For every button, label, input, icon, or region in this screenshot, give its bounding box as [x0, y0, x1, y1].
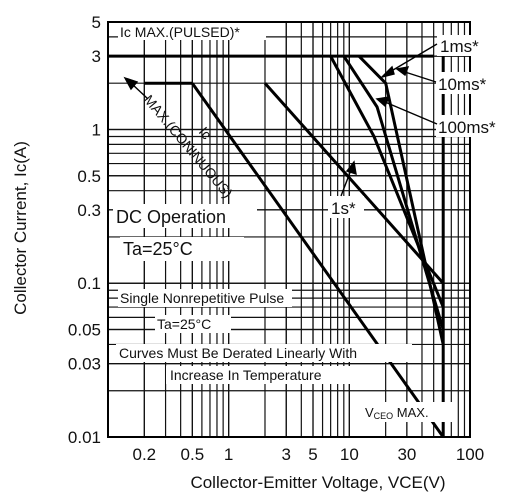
derate1-bg — [116, 344, 412, 362]
x-tick-label: 30 — [397, 445, 416, 464]
ta2-label: Ta=25°C — [157, 316, 211, 332]
ms1-label-bg — [437, 35, 499, 56]
arrow-s1-head — [345, 160, 357, 176]
vceo-sub: CEO — [374, 411, 394, 421]
arrow-ms100-head — [375, 96, 391, 108]
y-tick-label: 3 — [92, 47, 101, 66]
derate2-bg — [166, 366, 358, 384]
arrow-ms10 — [404, 71, 437, 83]
x-tick-label: 100 — [456, 445, 484, 464]
pulsed-label: Ic MAX.(PULSED)* — [120, 24, 240, 40]
arrow-ms1-head — [379, 65, 395, 79]
y-tick-label: 0.1 — [77, 274, 101, 293]
vceo-max: MAX. — [393, 405, 428, 420]
annotations: Ic MAX.(PULSED)* Ic MAX.(CONINUOUS) 1ms*… — [113, 23, 514, 422]
y-tick-label: 5 — [92, 13, 101, 32]
dc-label-bg — [113, 204, 257, 228]
x-tick-label: 5 — [308, 445, 317, 464]
y-axis-label: Collector Current, Ic(A) — [11, 141, 30, 315]
ms1-label: 1ms* — [440, 37, 479, 56]
continuous-label: MAX.(CONINUOUS) — [141, 92, 236, 201]
y-tick-label: 1 — [92, 120, 101, 139]
plot-frame — [107, 21, 471, 438]
arrow-s1 — [340, 169, 352, 197]
x-tick-label: 1 — [224, 445, 233, 464]
series-dc-operation — [191, 82, 445, 438]
y-tick-label: 0.05 — [68, 321, 101, 340]
x-tick-label: 0.5 — [181, 445, 205, 464]
y-tick-label: 0.3 — [77, 201, 101, 220]
ms10-label-bg — [436, 72, 502, 94]
x-tick-label: 3 — [282, 445, 291, 464]
x-tick-label: 10 — [340, 445, 359, 464]
series-1s — [263, 82, 445, 285]
single-pulse-label: Single Nonrepetitive Pulse — [120, 290, 284, 306]
ta2-label-bg — [155, 315, 231, 333]
dc-label: DC Operation — [116, 207, 226, 227]
s1-label: 1s* — [331, 199, 356, 218]
arrow-ms1 — [387, 43, 438, 74]
y-tick-label: 0.5 — [77, 167, 101, 186]
arrow-continuous-head — [123, 76, 139, 91]
ta1-label-bg — [120, 237, 244, 261]
arrow-continuous — [131, 83, 149, 100]
pulsed-label-bg — [118, 23, 266, 40]
y-tick-label: 0.01 — [68, 428, 101, 447]
vceo-v: V — [365, 405, 374, 420]
series-100ms — [329, 55, 445, 308]
x-tick-label: 0.2 — [133, 445, 157, 464]
ta1-label: Ta=25°C — [123, 239, 193, 259]
ms100-label-bg — [436, 115, 514, 137]
arrow-ms10-head — [395, 66, 410, 77]
vceo-label-bg — [362, 402, 452, 422]
vceo-label: VCEO MAX. — [365, 405, 429, 421]
ms100-label: 100ms* — [438, 118, 496, 137]
y-tick-label: 0.03 — [68, 355, 101, 374]
s1-label-bg — [328, 196, 364, 218]
derate-label-line1: Curves Must Be Derated Linearly With — [119, 345, 357, 361]
arrow-ms100 — [384, 101, 438, 125]
continuous-ic-label: Ic — [196, 124, 215, 143]
series-layer — [108, 54, 445, 438]
derate-label-line2: Increase In Temperature — [170, 367, 322, 383]
ms10-label: 10ms* — [438, 75, 487, 94]
single-label-bg — [118, 289, 292, 307]
pointer-arrows — [123, 43, 438, 197]
x-axis-label: Collector-Emitter Voltage, VCE(V) — [190, 473, 445, 492]
series-10ms — [342, 55, 445, 330]
